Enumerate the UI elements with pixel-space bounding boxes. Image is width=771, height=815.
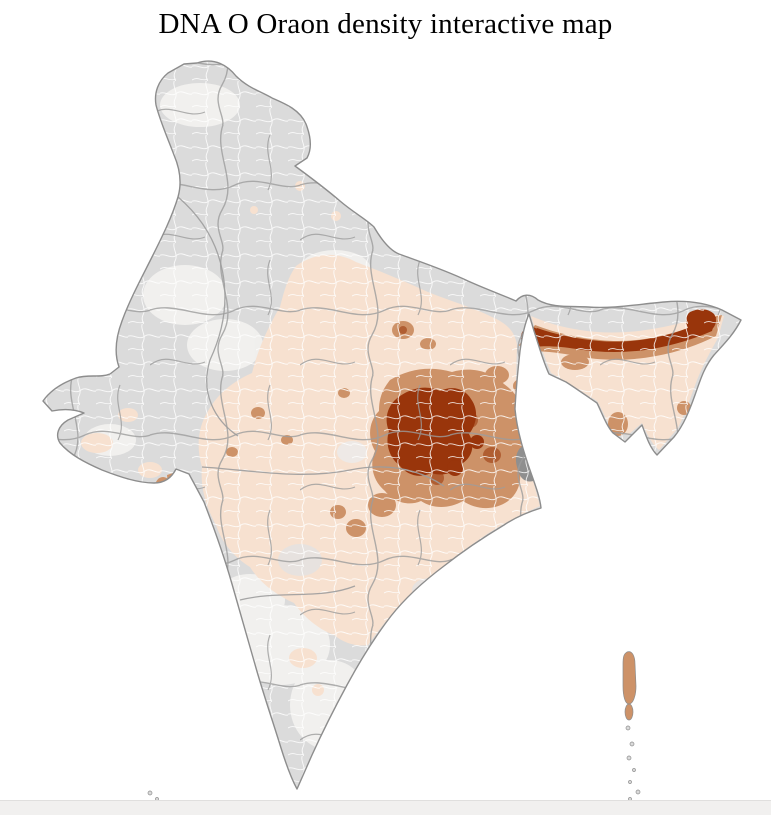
medium-konkan-blob[interactable]: [175, 493, 197, 537]
page-title: DNA O Oraon density interactive map: [158, 8, 613, 40]
andaman-island[interactable]: [622, 651, 637, 705]
state-boundary-line: [239, 585, 356, 601]
horizontal-scrollbar[interactable]: [0, 800, 771, 815]
island-chains[interactable]: [147, 651, 641, 801]
island-dot[interactable]: [626, 755, 632, 761]
medium-north-bengal[interactable]: [531, 367, 541, 377]
state-boundary-line: [177, 196, 239, 437]
state-boundary-line: [201, 466, 445, 487]
nicobar-dot[interactable]: [635, 789, 641, 795]
island-dot[interactable]: [632, 768, 636, 772]
lakshadweep-dot[interactable]: [147, 790, 153, 796]
island-dot[interactable]: [628, 780, 632, 784]
state-borders-overlay: [43, 61, 741, 790]
island-dot[interactable]: [625, 725, 631, 731]
island-dot[interactable]: [629, 741, 635, 747]
andaman-island[interactable]: [624, 703, 634, 721]
